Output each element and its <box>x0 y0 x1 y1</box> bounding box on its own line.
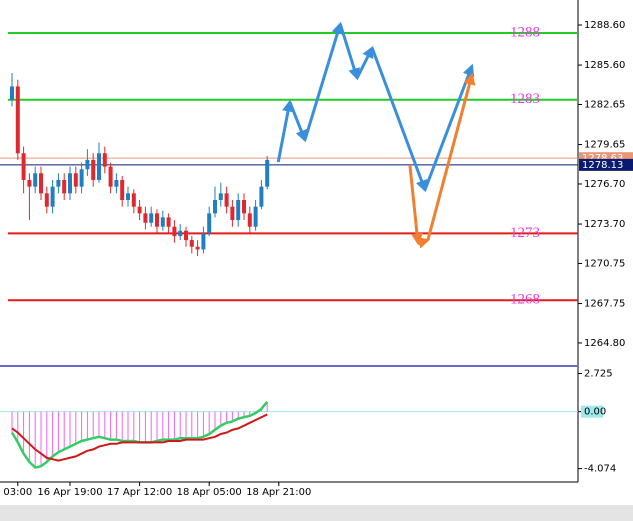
projection-arrow <box>338 23 360 81</box>
projection-arrow <box>288 101 307 143</box>
level-label: 1288 <box>510 24 540 40</box>
candle-body <box>207 213 212 234</box>
candle-body <box>166 217 171 227</box>
y-tick-label: 1288.60 <box>584 20 625 31</box>
x-tick-label: 18 Apr 21:00 <box>246 487 311 498</box>
candle-body <box>265 159 270 187</box>
candle-body <box>50 186 55 207</box>
projection-arrow <box>416 237 431 249</box>
y-tick-label: 1276.70 <box>584 179 625 190</box>
candle-body <box>242 200 246 214</box>
candle-body <box>172 226 177 237</box>
candle-body <box>184 230 188 241</box>
candle-body <box>79 169 84 187</box>
x-tick-label: 17 Apr 12:00 <box>107 487 172 498</box>
candle-body <box>224 193 229 207</box>
y-tick-label: 2.725 <box>584 369 613 380</box>
candle-body <box>27 179 32 187</box>
candle-body <box>108 166 113 187</box>
candle-body <box>230 206 235 221</box>
projection-arrow <box>276 99 294 163</box>
candle-body <box>91 159 96 180</box>
projection-arrow <box>370 47 428 193</box>
candle-body <box>97 153 101 180</box>
y-tick-label: 1270.75 <box>584 258 625 269</box>
y-tick-label: 1273.70 <box>584 219 625 230</box>
projection-arrow <box>355 45 374 79</box>
candle-body <box>155 213 159 227</box>
candle-body <box>85 159 90 170</box>
candle-body <box>178 230 183 237</box>
y-tick-label: -4.074 <box>584 464 616 475</box>
candle-body <box>10 86 14 100</box>
price-label-box <box>579 158 633 171</box>
level-label: 1273 <box>510 225 540 241</box>
y-tick-label: 0.00 <box>584 407 606 418</box>
level-label: 1283 <box>510 91 540 107</box>
candle-body <box>33 173 38 187</box>
candle-body <box>137 206 142 214</box>
candle-body <box>39 173 43 194</box>
x-tick-label: 03:00 <box>3 487 32 498</box>
scrollbar <box>0 505 633 521</box>
candle-body <box>120 179 125 201</box>
signal-line <box>11 413 268 462</box>
candle-body <box>68 173 72 194</box>
candle-body <box>247 213 252 227</box>
y-tick-label: 1285.60 <box>584 60 625 71</box>
candle-body <box>218 193 223 201</box>
projection-arrow <box>423 63 475 191</box>
y-tick-label: 1267.75 <box>584 299 625 310</box>
candle-body <box>73 173 78 187</box>
candle-body <box>149 213 154 223</box>
candle-body <box>131 193 136 207</box>
candle-body <box>213 200 217 214</box>
price-label: 1278.63 <box>582 153 623 164</box>
y-tick-label: 1279.65 <box>584 140 625 151</box>
candle-body <box>21 153 26 180</box>
projection-arrow <box>426 72 476 241</box>
y-tick-label-box <box>581 405 603 418</box>
candle-body <box>201 233 206 250</box>
candle-body <box>259 186 264 207</box>
projection-arrow <box>303 21 344 141</box>
candle-body <box>253 206 258 227</box>
candle-body <box>114 179 119 187</box>
candle-body <box>143 213 148 223</box>
candle-body <box>160 217 165 227</box>
candle-body <box>62 179 67 194</box>
candle-body <box>15 86 20 154</box>
candle-body <box>56 179 61 187</box>
price-label: 1278.13 <box>582 160 623 171</box>
x-tick-label: 16 Apr 19:00 <box>37 487 102 498</box>
candle-body <box>236 200 241 221</box>
projection-arrow <box>408 164 423 246</box>
y-tick-label: 1282.65 <box>584 99 625 110</box>
candle-body <box>195 246 200 250</box>
candle-body <box>126 193 130 201</box>
candle-body <box>102 153 107 167</box>
candle-body <box>189 240 194 247</box>
level-label: 1268 <box>510 292 540 308</box>
candle-body <box>44 193 49 207</box>
y-tick-label: 1264.80 <box>584 338 625 349</box>
x-tick-label: 18 Apr 05:00 <box>177 487 242 498</box>
